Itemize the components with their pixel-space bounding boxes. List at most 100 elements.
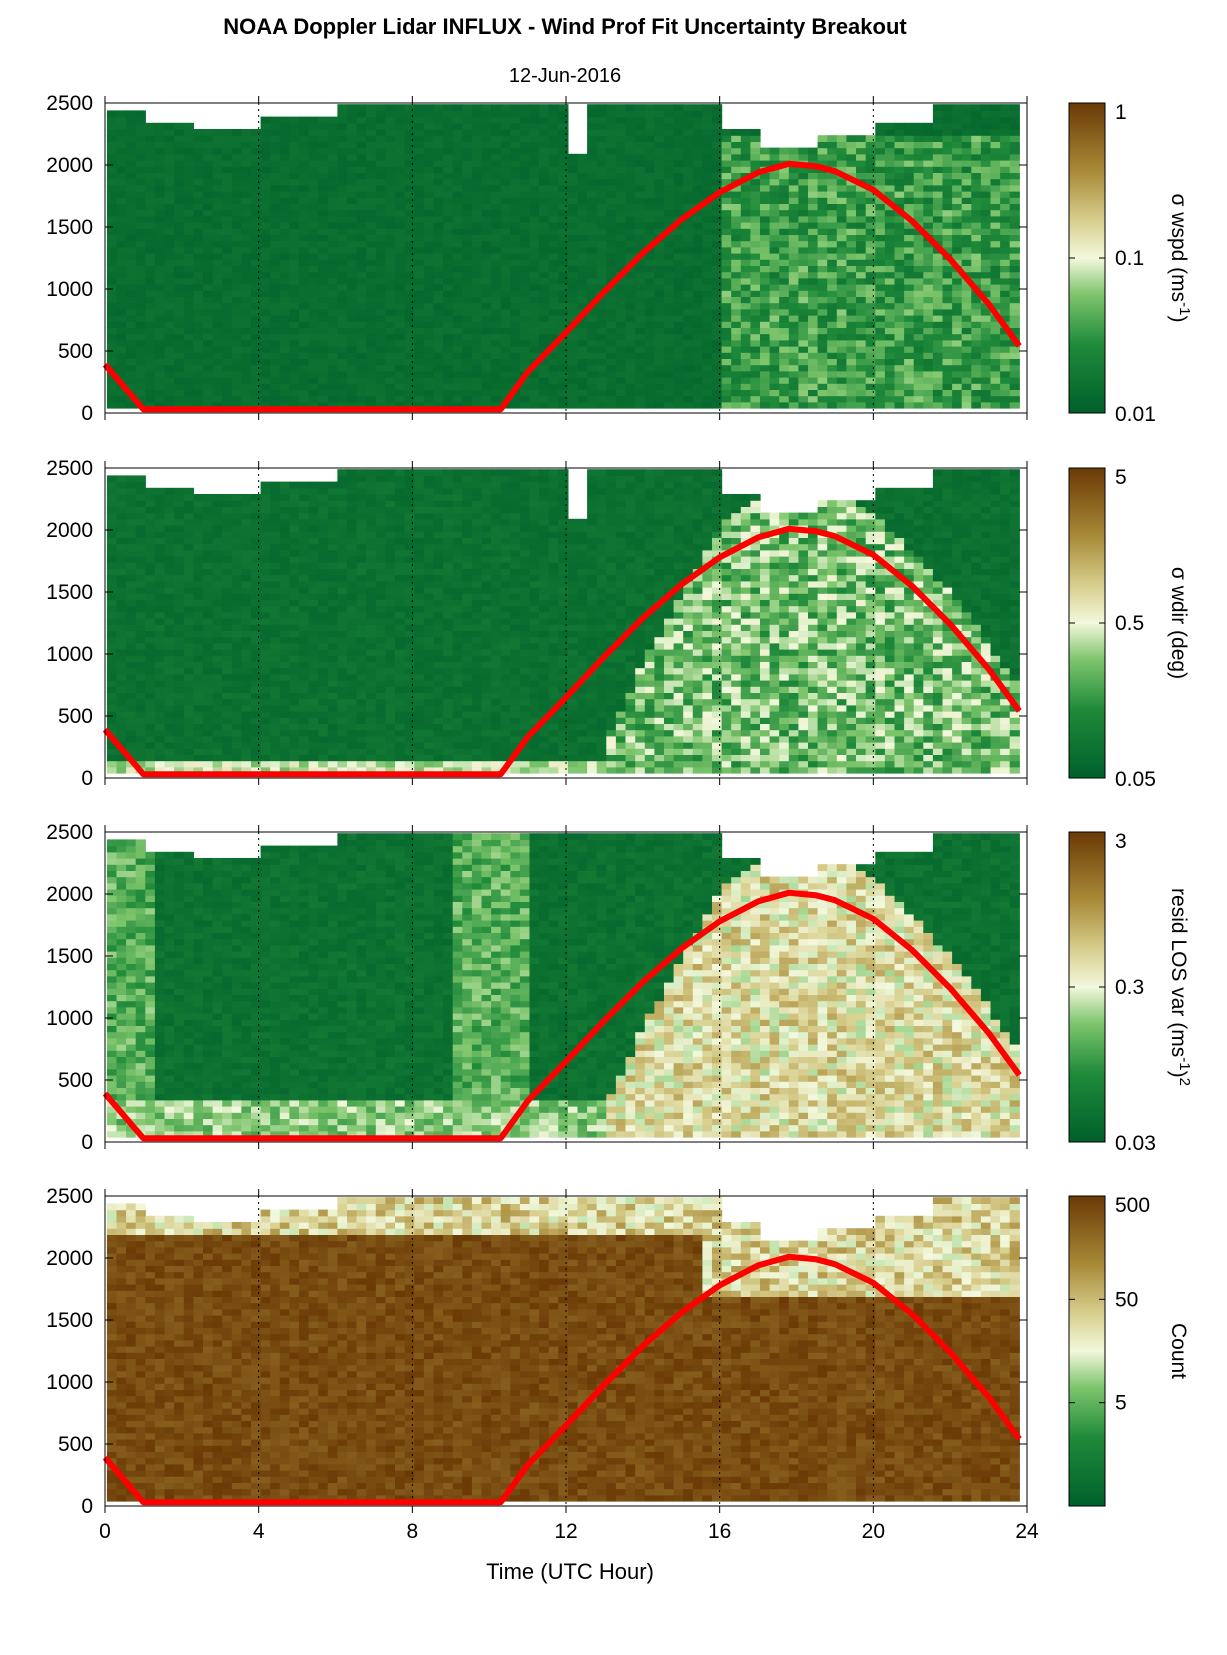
heatmap-cell	[692, 246, 703, 254]
heatmap-cell	[952, 395, 963, 403]
heatmap-cell	[558, 222, 569, 229]
heatmap-cell	[318, 389, 329, 397]
heatmap-cell	[375, 401, 386, 409]
heatmap-cell	[702, 302, 713, 310]
heatmap-cell	[635, 228, 646, 235]
heatmap-cell	[154, 147, 166, 155]
heatmap-cell	[318, 395, 329, 403]
heatmap-cell	[318, 246, 329, 254]
heatmap-cell	[433, 135, 444, 142]
heatmap-cell	[423, 321, 435, 328]
heatmap-cell	[788, 401, 799, 409]
heatmap-cell	[126, 692, 137, 700]
heatmap-cell	[856, 172, 867, 180]
heatmap-cell	[529, 135, 540, 142]
heatmap-cell	[145, 630, 156, 638]
heatmap-cell	[385, 265, 396, 273]
heatmap-cell	[644, 389, 655, 397]
heatmap-cell	[183, 321, 194, 328]
heatmap-cell	[548, 184, 559, 192]
heatmap-cell	[183, 290, 194, 297]
heatmap-cell	[366, 141, 377, 149]
heatmap-cell	[395, 265, 406, 273]
y-tick-label: 1000	[46, 278, 93, 301]
heatmap-cell	[519, 333, 531, 341]
heatmap-cell	[990, 240, 1001, 248]
heatmap-cell	[654, 377, 665, 384]
heatmap-cell	[337, 129, 348, 136]
heatmap-cell	[558, 346, 569, 353]
heatmap-cell	[712, 234, 723, 242]
heatmap-cell	[664, 327, 675, 335]
heatmap-cell	[222, 184, 233, 192]
heatmap-cell	[529, 147, 540, 155]
heatmap-cell	[625, 122, 636, 130]
heatmap-cell	[270, 308, 281, 316]
heatmap-cell	[260, 191, 271, 198]
heatmap-cell	[990, 166, 1001, 173]
heatmap-cell	[491, 377, 502, 384]
heatmap-cell	[606, 327, 617, 335]
heatmap-cell	[193, 346, 204, 353]
heatmap-cell	[106, 184, 118, 192]
heatmap-cell	[462, 215, 473, 223]
heatmap-cell	[769, 246, 780, 254]
heatmap-cell	[529, 228, 540, 235]
heatmap-cell	[106, 191, 118, 198]
heatmap-cell	[106, 203, 118, 211]
heatmap-cell	[106, 636, 118, 644]
heatmap-cell	[164, 506, 175, 514]
heatmap-cell	[385, 166, 396, 173]
heatmap-cell	[251, 290, 262, 297]
heatmap-cell	[327, 277, 338, 285]
heatmap-cell	[289, 253, 300, 260]
heatmap-cell	[414, 166, 425, 173]
heatmap-cell	[491, 327, 502, 335]
heatmap-cell	[702, 191, 713, 198]
heatmap-cell	[241, 160, 252, 167]
heatmap-cell	[135, 537, 146, 545]
heatmap-cell	[500, 178, 511, 186]
heatmap-cell	[980, 389, 992, 397]
heatmap-cell	[644, 284, 655, 291]
heatmap-cell	[347, 197, 358, 204]
heatmap-cell	[327, 271, 338, 279]
heatmap-cell	[769, 290, 780, 297]
heatmap-cell	[596, 265, 607, 273]
heatmap-cell	[279, 222, 290, 229]
heatmap-cell	[788, 172, 799, 180]
heatmap-cell	[865, 401, 876, 409]
heatmap-cell	[750, 178, 761, 186]
heatmap-cell	[615, 153, 627, 161]
heatmap-cell	[932, 184, 944, 192]
heatmap-cell	[798, 364, 809, 372]
heatmap-cell	[510, 153, 521, 161]
heatmap-cell	[270, 209, 281, 217]
heatmap-cell	[529, 203, 540, 211]
heatmap-cell	[606, 234, 617, 242]
heatmap-cell	[923, 129, 934, 136]
heatmap-cell	[644, 296, 655, 304]
heatmap-cell	[126, 605, 137, 613]
heatmap-cell	[135, 395, 146, 403]
heatmap-cell	[971, 364, 982, 372]
heatmap-cell	[779, 228, 790, 235]
heatmap-cell	[769, 222, 780, 229]
heatmap-cell	[375, 364, 386, 372]
heatmap-cell	[106, 754, 118, 762]
heatmap-cell	[558, 246, 569, 254]
heatmap-cell	[433, 178, 444, 186]
heatmap-cell	[154, 723, 166, 731]
heatmap-cell	[779, 364, 790, 372]
heatmap-cell	[750, 296, 761, 304]
heatmap-cell	[193, 748, 204, 755]
heatmap-cell	[923, 178, 934, 186]
heatmap-cell	[904, 265, 915, 273]
heatmap-cell	[106, 352, 118, 359]
heatmap-cell	[106, 346, 118, 353]
heatmap-cell	[471, 327, 483, 335]
heatmap-cell	[481, 395, 492, 403]
heatmap-cell	[327, 253, 338, 260]
heatmap-cell	[510, 228, 521, 235]
heatmap-cell	[251, 178, 262, 186]
